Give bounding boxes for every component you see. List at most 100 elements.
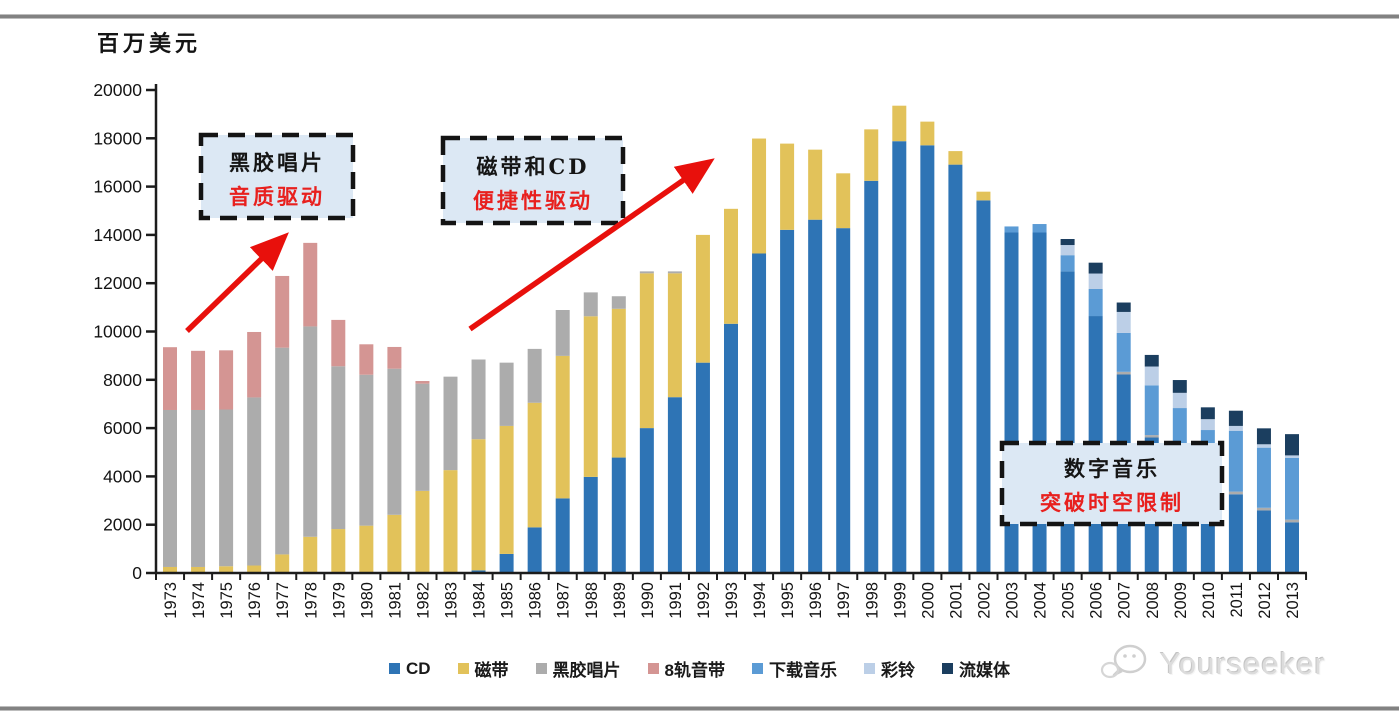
bar-segment-cassette-1983 bbox=[443, 470, 458, 573]
bar-segment-8track-1978 bbox=[303, 242, 318, 327]
x-tick-label-2010: 2010 bbox=[1200, 582, 1218, 619]
annotation-digital-title: 数字音乐 bbox=[1064, 456, 1160, 481]
x-tick-label-2012: 2012 bbox=[1256, 582, 1274, 619]
bar-segment-cd-2000 bbox=[920, 145, 935, 573]
x-tick-label-1994: 1994 bbox=[751, 582, 769, 619]
bar-segment-cassette-1984 bbox=[471, 439, 486, 571]
bar-segment-cassette-1991 bbox=[667, 273, 682, 398]
bar-segment-cd-1998 bbox=[864, 180, 879, 573]
bar-segment-cassette-1990 bbox=[639, 273, 654, 429]
bar-segment-cassette-1982 bbox=[415, 490, 430, 573]
watermark-text: Yourseeker bbox=[1160, 646, 1326, 681]
bar-segment-cassette-2002 bbox=[976, 191, 991, 201]
bar-segment-cassette-1973 bbox=[163, 566, 177, 573]
x-tick-label-1995: 1995 bbox=[779, 582, 797, 619]
bar-segment-ringtone-2007 bbox=[1116, 311, 1131, 333]
trend-arrow-1 bbox=[185, 232, 289, 333]
bar-segment-download-2013 bbox=[1285, 457, 1299, 520]
annotation-box-1 bbox=[440, 135, 626, 226]
bar-segment-streaming-2011 bbox=[1228, 410, 1243, 426]
bar-segment-cassette-1980 bbox=[359, 525, 374, 573]
bar-segment-streaming-2006 bbox=[1088, 262, 1103, 274]
bar-segment-cassette-1975 bbox=[219, 566, 234, 573]
bar-segment-cassette-1974 bbox=[191, 566, 206, 573]
y-tick-label: 16000 bbox=[93, 177, 142, 197]
annotation-vinyl: 黑胶唱片 音质驱动 bbox=[201, 146, 353, 213]
bar-segment-cd-2013 bbox=[1285, 522, 1299, 573]
bar-segment-cassette-1988 bbox=[583, 316, 598, 477]
bar-segment-cd-1999 bbox=[892, 141, 907, 573]
annotation-cassette-cd-title: 磁带和CD bbox=[476, 154, 590, 179]
x-tick-label-1997: 1997 bbox=[835, 582, 853, 619]
x-tick-label-1976: 1976 bbox=[246, 582, 264, 619]
bar-segment-cassette-1985 bbox=[499, 425, 514, 554]
bar-segment-download-2005 bbox=[1060, 255, 1075, 272]
x-tick-label-1988: 1988 bbox=[583, 582, 601, 619]
bar-segment-cd-1988 bbox=[583, 476, 598, 573]
bar-segment-cd-2001 bbox=[948, 164, 963, 573]
legend-item-download: 下载音乐 bbox=[752, 656, 837, 681]
bar-segment-cassette-1977 bbox=[275, 554, 290, 573]
bar-segment-8track-1979 bbox=[331, 319, 346, 367]
bar-segment-cd-1997 bbox=[836, 228, 851, 573]
bar-segment-cd-1992 bbox=[695, 362, 710, 573]
bar-segment-vinyl-2012 bbox=[1256, 507, 1271, 511]
bar-segment-8track-1980 bbox=[359, 344, 374, 375]
legend-item-streaming: 流媒体 bbox=[942, 656, 1010, 681]
bar-segment-download-2011 bbox=[1228, 430, 1243, 492]
x-tick-label-2009: 2009 bbox=[1172, 582, 1190, 619]
x-tick-label-1990: 1990 bbox=[639, 582, 657, 619]
y-tick-label: 2000 bbox=[103, 515, 142, 535]
y-tick-label: 6000 bbox=[103, 418, 142, 438]
bar-segment-vinyl-2011 bbox=[1228, 491, 1243, 495]
bar-segment-cd-2012 bbox=[1256, 510, 1271, 573]
bar-segment-cassette-1999 bbox=[892, 105, 907, 142]
bar-segment-cassette-1987 bbox=[555, 355, 570, 499]
wechat-bubbles-icon bbox=[1100, 644, 1147, 679]
x-tick-label-2004: 2004 bbox=[1032, 582, 1050, 619]
bar-segment-vinyl-1980 bbox=[359, 374, 374, 526]
x-tick-label-2002: 2002 bbox=[975, 582, 993, 619]
x-tick-label-1975: 1975 bbox=[218, 582, 236, 619]
x-tick-label-2008: 2008 bbox=[1144, 582, 1162, 619]
bar-segment-cassette-1976 bbox=[247, 565, 262, 573]
bar-segment-ringtone-2006 bbox=[1088, 273, 1103, 289]
x-tick-label-1973: 1973 bbox=[162, 582, 180, 619]
bar-segment-streaming-2013 bbox=[1285, 434, 1299, 456]
bar-segment-cassette-1979 bbox=[331, 529, 346, 573]
bar-segment-streaming-2009 bbox=[1172, 380, 1187, 393]
bar-segment-8track-1982 bbox=[415, 381, 430, 384]
x-tick-label-1982: 1982 bbox=[414, 582, 432, 619]
bar-segment-download-2003 bbox=[1004, 226, 1019, 233]
y-tick-label: 14000 bbox=[93, 225, 142, 245]
bar-segment-8track-1975 bbox=[219, 350, 234, 410]
bar-segment-cassette-1981 bbox=[387, 514, 402, 573]
bar-segment-streaming-2005 bbox=[1060, 239, 1075, 246]
bar-segment-download-2012 bbox=[1256, 447, 1271, 508]
bar-segment-cd-1996 bbox=[808, 219, 823, 574]
legend-swatch-cassette bbox=[457, 663, 469, 674]
x-tick-label-1977: 1977 bbox=[274, 582, 292, 619]
bar-segment-cassette-1992 bbox=[695, 234, 710, 363]
bar-segment-streaming-2007 bbox=[1116, 302, 1131, 312]
x-tick-label-1981: 1981 bbox=[386, 582, 404, 619]
bar-segment-vinyl-1988 bbox=[583, 292, 598, 317]
bar-segment-streaming-2012 bbox=[1256, 428, 1271, 445]
x-tick-label-1986: 1986 bbox=[527, 582, 545, 619]
bar-segment-cd-1986 bbox=[527, 527, 542, 573]
legend-swatch-8track bbox=[647, 663, 659, 674]
y-tick-label: 12000 bbox=[93, 273, 142, 293]
annotation-box-2 bbox=[999, 440, 1225, 527]
bar-segment-cd-1985 bbox=[499, 553, 514, 573]
bar-segment-cd-1987 bbox=[555, 498, 570, 573]
bar-segment-8track-1977 bbox=[275, 275, 290, 348]
x-tick-label-1993: 1993 bbox=[723, 582, 741, 619]
legend-label-ringtone: 彩铃 bbox=[881, 661, 916, 680]
bar-segment-cassette-1995 bbox=[780, 143, 795, 230]
legend-item-cassette: 磁带 bbox=[457, 656, 509, 681]
trend-arrow-2 bbox=[468, 158, 715, 332]
x-tick-label-1983: 1983 bbox=[443, 582, 461, 619]
x-tick-label-1999: 1999 bbox=[891, 582, 909, 619]
legend-item-vinyl: 黑胶唱片 bbox=[535, 656, 621, 681]
